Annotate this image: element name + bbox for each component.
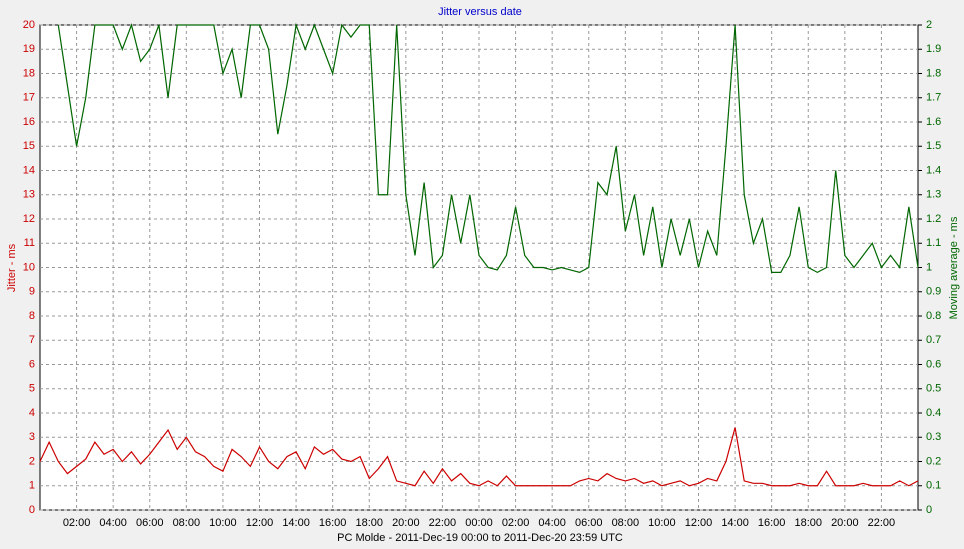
x-tick-label: 16:00 — [319, 517, 347, 529]
y2-tick-label: 0.2 — [926, 455, 941, 467]
y2-tick-label: 0.4 — [926, 407, 941, 419]
x-tick-label: 06:00 — [575, 517, 603, 529]
x-tick-label: 08:00 — [612, 517, 640, 529]
y2-tick-label: 1.4 — [926, 164, 941, 176]
y2-tick-label: 1 — [926, 261, 932, 273]
y2-tick-label: 0.7 — [926, 334, 941, 346]
x-tick-label: 02:00 — [502, 517, 530, 529]
y-tick-label: 1 — [29, 480, 35, 492]
y2-tick-label: 1.7 — [926, 92, 941, 104]
y-tick-label: 14 — [23, 164, 35, 176]
x-tick-label: 22:00 — [429, 517, 457, 529]
y2-tick-label: 1.2 — [926, 213, 941, 225]
x-tick-label: 20:00 — [831, 517, 859, 529]
y2-tick-label: 0.6 — [926, 358, 941, 370]
x-axis-label: PC Molde - 2011-Dec-19 00:00 to 2011-Dec… — [337, 532, 623, 544]
y-tick-label: 10 — [23, 261, 35, 273]
y2-tick-label: 0.8 — [926, 310, 941, 322]
y2-tick-label: 1.6 — [926, 116, 941, 128]
x-tick-label: 12:00 — [246, 517, 274, 529]
y2-tick-label: 0.1 — [926, 480, 941, 492]
y-tick-label: 5 — [29, 383, 35, 395]
x-tick-label: 00:00 — [465, 517, 493, 529]
x-tick-label: 10:00 — [209, 517, 237, 529]
y-tick-label: 4 — [29, 407, 35, 419]
y2-tick-label: 1.3 — [926, 189, 941, 201]
x-tick-label: 14:00 — [282, 517, 310, 529]
y2-tick-label: 1.5 — [926, 140, 941, 152]
y-tick-label: 19 — [23, 43, 35, 55]
x-tick-label: 04:00 — [538, 517, 566, 529]
y-tick-label: 7 — [29, 334, 35, 346]
y-tick-label: 13 — [23, 189, 35, 201]
y-tick-label: 16 — [23, 116, 35, 128]
y-tick-label: 20 — [23, 19, 35, 31]
x-tick-label: 06:00 — [136, 517, 164, 529]
y2-tick-label: 0.3 — [926, 431, 941, 443]
y-tick-label: 0 — [29, 504, 35, 516]
y2-tick-label: 0 — [926, 504, 932, 516]
x-tick-label: 02:00 — [63, 517, 91, 529]
y-tick-label: 3 — [29, 431, 35, 443]
y-axis-label: Jitter - ms — [6, 243, 18, 292]
y2-tick-label: 1.9 — [926, 43, 941, 55]
y-tick-label: 2 — [29, 455, 35, 467]
y-tick-label: 11 — [24, 237, 35, 249]
chart-title: Jitter versus date — [438, 6, 522, 18]
x-tick-label: 10:00 — [648, 517, 676, 529]
y-tick-label: 9 — [29, 286, 35, 298]
y-tick-label: 6 — [29, 358, 35, 370]
y-tick-label: 18 — [23, 67, 35, 79]
y2-tick-label: 1.1 — [926, 237, 941, 249]
y2-tick-label: 2 — [926, 19, 932, 31]
y-tick-label: 12 — [23, 213, 35, 225]
y2-axis-label: Moving average - ms — [948, 216, 960, 319]
x-tick-label: 20:00 — [392, 517, 420, 529]
y2-tick-label: 0.9 — [926, 286, 941, 298]
x-tick-label: 16:00 — [758, 517, 786, 529]
series-line — [57, 22, 919, 274]
y2-tick-label: 1.8 — [926, 67, 941, 79]
x-tick-label: 22:00 — [868, 517, 896, 529]
y-tick-label: 15 — [23, 140, 35, 152]
y-tick-label: 8 — [29, 310, 35, 322]
x-tick-label: 14:00 — [721, 517, 749, 529]
series-line — [39, 427, 919, 487]
x-tick-label: 04:00 — [99, 517, 127, 529]
x-tick-label: 18:00 — [794, 517, 822, 529]
x-tick-label: 12:00 — [685, 517, 713, 529]
y2-tick-label: 0.5 — [926, 383, 941, 395]
x-tick-label: 18:00 — [355, 517, 383, 529]
x-tick-label: 08:00 — [173, 517, 201, 529]
y-tick-label: 17 — [23, 92, 35, 104]
